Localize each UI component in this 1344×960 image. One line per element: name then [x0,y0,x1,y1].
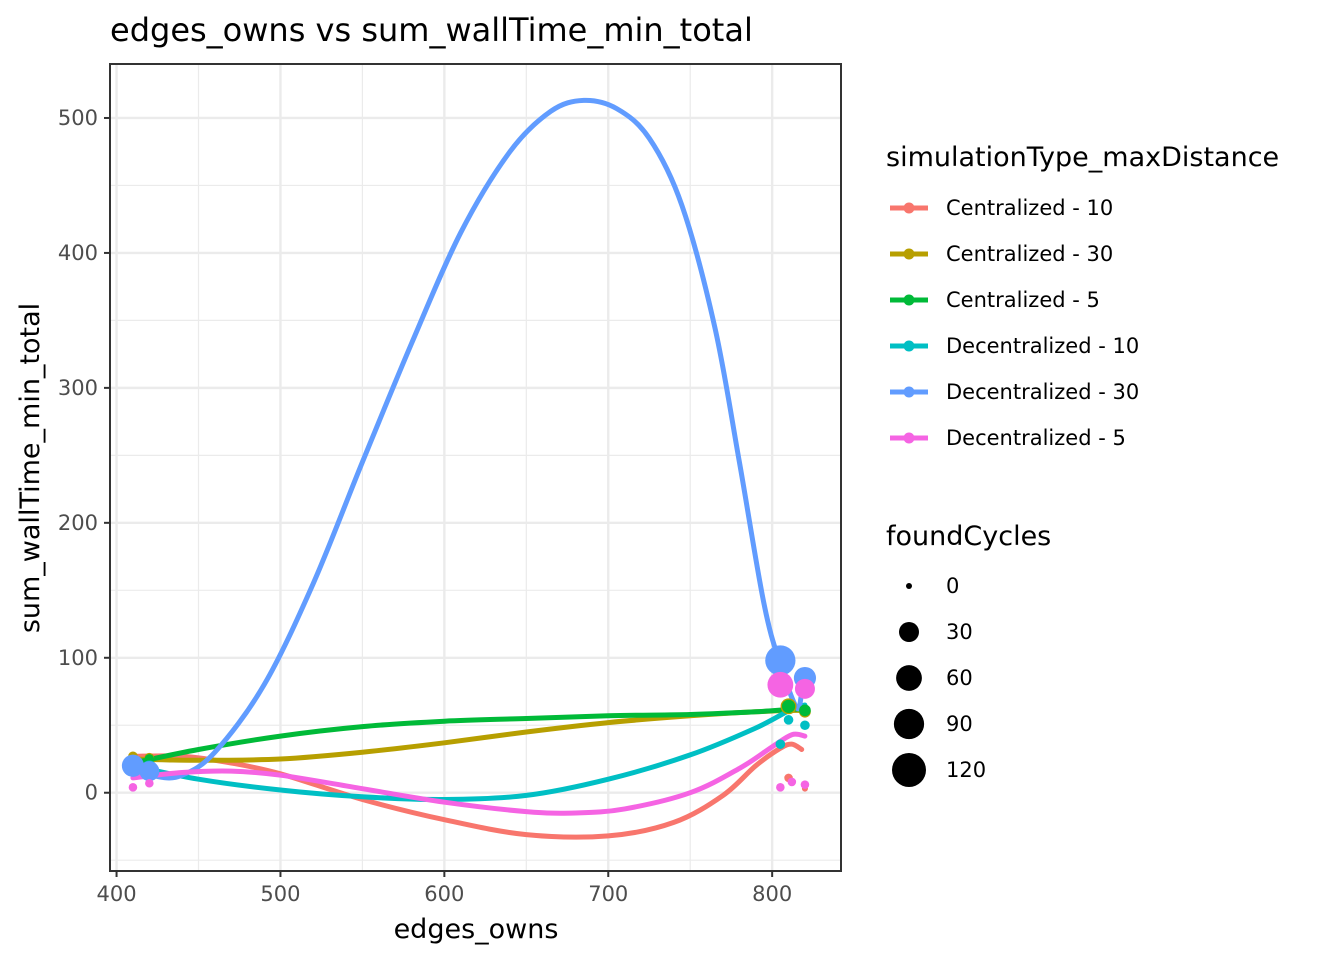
x-axis: 400 500 600 700 800 [97,871,792,906]
size-legend-dot [906,583,912,589]
legend-key-dot [903,294,915,306]
size-legend-dot [893,708,925,740]
y-axis: 0 100 200 300 400 500 [58,106,110,805]
grid-major [110,64,841,871]
size-legend-label: 90 [946,712,973,736]
y-tick-label: 500 [58,106,98,130]
size-legend-label: 30 [946,620,973,644]
smooth-lines [130,97,810,840]
size-legend-dot [896,665,922,691]
smooth-line-series-4 [130,97,810,781]
y-tick-label: 400 [58,241,98,265]
x-tick-label: 600 [424,882,464,906]
legend-key-dot [903,340,915,352]
legend-key-dot [903,432,915,444]
legend-label: Centralized - 5 [946,288,1100,312]
size-legend-label: 0 [946,574,959,598]
legend-label: Decentralized - 30 [946,380,1139,404]
size-legend-label: 60 [946,666,973,690]
smooth-line-series-3 [130,702,808,803]
legend-key-dot [903,386,915,398]
data-point-series-2 [781,699,796,713]
size-legend-title: foundCycles [886,521,1051,552]
y-tick-label: 0 [85,781,98,805]
smooth-line-series-5 [130,731,808,816]
x-tick-label: 400 [97,882,137,906]
data-point-series-5 [776,783,785,792]
data-point-series-4 [139,761,160,782]
size-legend-label: 120 [946,758,986,782]
legend-label: Centralized - 10 [946,196,1113,220]
y-tick-label: 100 [58,646,98,670]
legend-label: Centralized - 30 [946,242,1113,266]
data-points [121,645,817,792]
y-tick-label: 200 [58,511,98,535]
x-tick-label: 700 [588,882,628,906]
color-legend-title: simulationType_maxDistance [886,142,1279,173]
color-legend: simulationType_maxDistance Centralized -… [886,142,1279,450]
data-point-series-5 [787,777,797,787]
size-legend-dot [899,622,919,642]
legend-key-dot [903,202,915,214]
size-legend-dot [892,753,926,787]
data-point-series-2 [799,704,811,717]
data-point-series-5 [767,671,794,698]
smooth-line-series-0 [130,741,805,840]
legend-key-dot [903,248,915,260]
data-point-series-5 [145,779,154,788]
data-point-series-5 [800,780,810,789]
size-legend: foundCycles 0 30 60 90 120 [886,521,1051,787]
data-point-series-3 [800,720,810,731]
y-tick-label: 300 [58,376,98,400]
data-point-series-5 [794,678,815,699]
data-point-series-4 [765,645,796,676]
x-axis-label: edges_owns [394,914,559,945]
chart-title: edges_owns vs sum_wallTime_min_total [110,11,753,49]
plot-border [109,63,842,872]
y-axis-label: sum_wallTime_min_total [15,303,46,633]
x-tick-label: 800 [752,882,792,906]
data-point-series-5 [128,783,138,792]
legend-label: Decentralized - 10 [946,334,1139,358]
data-point-series-4 [121,754,145,777]
legend-label: Decentralized - 5 [946,426,1126,450]
x-tick-label: 500 [260,882,300,906]
data-point-series-3 [783,715,794,725]
data-point-series-3 [775,739,786,749]
smooth-line-series-2 [130,706,808,766]
